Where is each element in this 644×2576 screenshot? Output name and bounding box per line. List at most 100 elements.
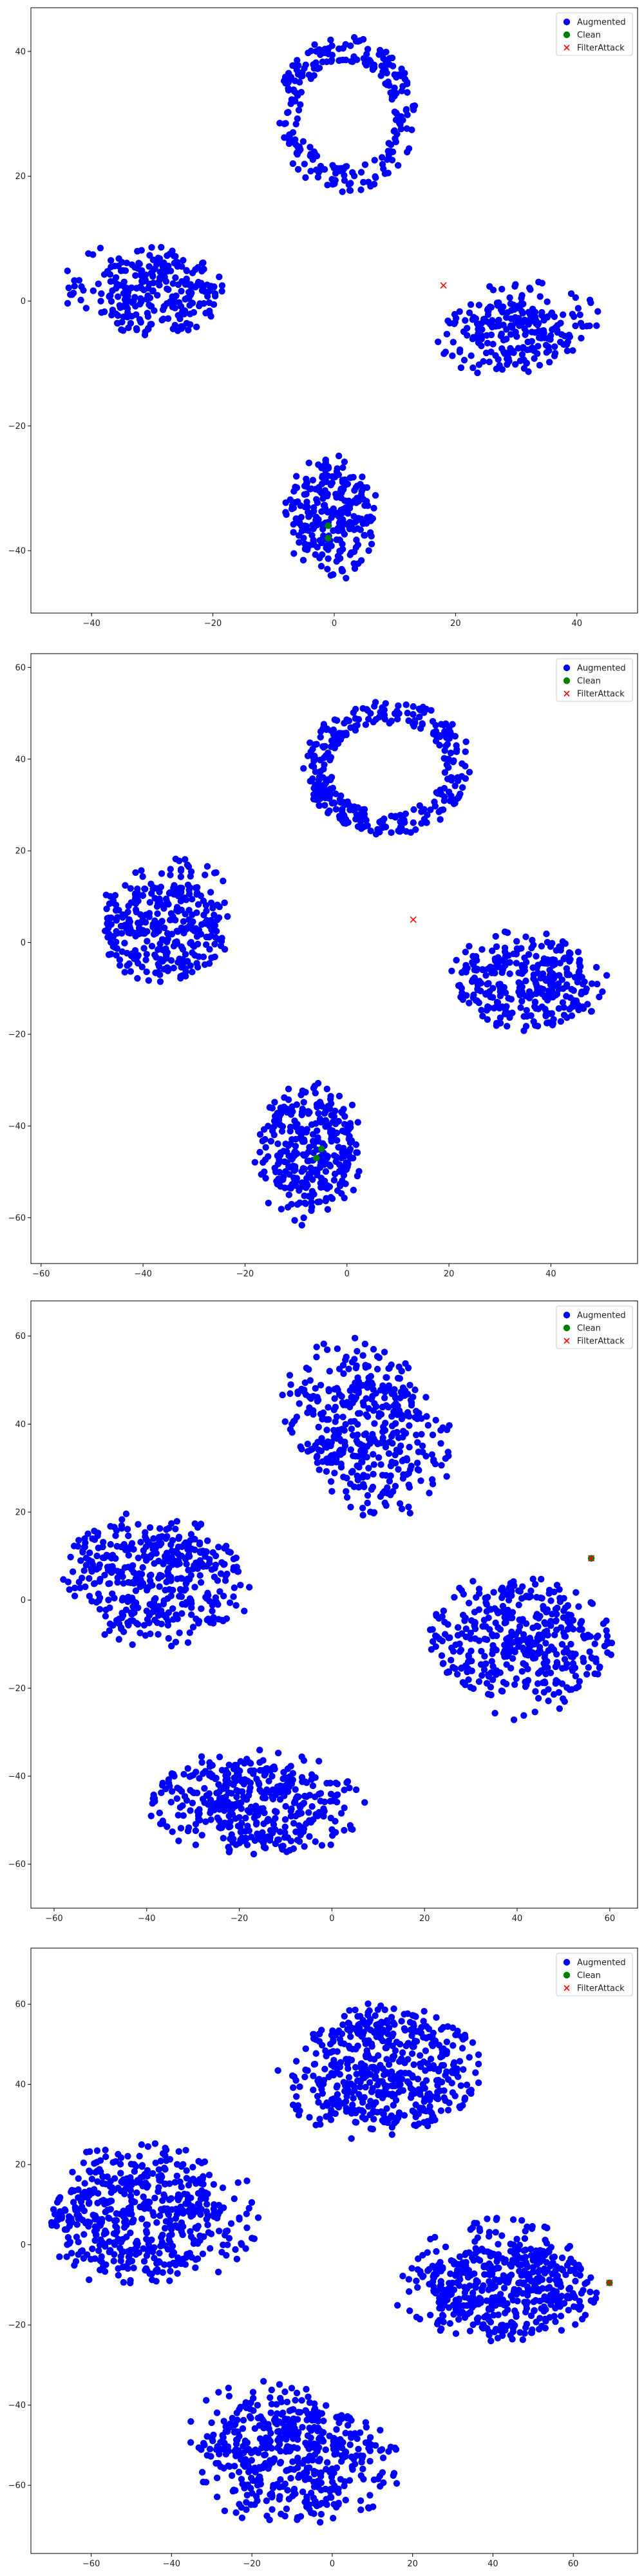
data-point: [328, 1452, 336, 1459]
data-point: [505, 952, 512, 959]
data-point: [307, 1446, 314, 1454]
data-point: [489, 947, 496, 954]
data-point: [285, 85, 292, 92]
data-point: [77, 2198, 85, 2205]
data-point: [489, 1676, 497, 1683]
data-point: [282, 1141, 289, 1148]
data-point: [556, 1705, 564, 1712]
data-point: [537, 985, 545, 992]
data-point: [389, 2083, 396, 2090]
data-point: [160, 1611, 167, 1619]
data-point: [212, 1552, 220, 1560]
data-point: [346, 551, 354, 558]
data-point: [180, 929, 187, 937]
data-point: [402, 106, 410, 113]
data-point: [86, 2276, 93, 2284]
data-point: [188, 896, 196, 903]
data-point: [509, 1655, 516, 1662]
data-point: [148, 321, 155, 328]
data-point: [196, 281, 203, 289]
data-point: [115, 907, 122, 914]
data-point: [326, 1368, 334, 1375]
data-point: [290, 1820, 298, 1827]
data-point: [361, 532, 368, 539]
data-point: [507, 331, 515, 338]
data-point: [310, 1149, 317, 1157]
data-point: [462, 1633, 469, 1641]
data-point: [414, 2076, 422, 2083]
data-point: [399, 1434, 406, 1441]
data-point: [160, 965, 168, 973]
data-point: [592, 963, 600, 971]
data-point: [405, 145, 413, 152]
data-point: [468, 1667, 475, 1674]
data-point: [527, 1012, 535, 1019]
data-point: [367, 2125, 374, 2132]
data-point: [567, 956, 574, 963]
data-point: [361, 1340, 369, 1348]
data-point: [328, 1459, 336, 1466]
data-point: [463, 325, 471, 332]
data-point: [487, 963, 494, 971]
data-point: [415, 1410, 422, 1417]
data-point: [489, 1663, 497, 1670]
data-point: [137, 301, 144, 308]
data-point: [140, 1622, 148, 1629]
data-point: [277, 1149, 284, 1157]
data-point: [193, 1615, 200, 1623]
data-point: [328, 1439, 336, 1446]
data-point: [301, 64, 308, 72]
data-point: [383, 1374, 390, 1381]
data-point: [551, 350, 559, 357]
data-point: [207, 1619, 214, 1626]
data-point: [190, 308, 198, 316]
data-point: [241, 1607, 248, 1615]
data-point: [166, 965, 173, 973]
data-point: [184, 958, 191, 965]
data-point: [331, 1170, 339, 1178]
data-point: [204, 863, 211, 870]
data-point: [310, 1407, 317, 1414]
data-point: [556, 1586, 563, 1593]
data-point: [319, 2090, 327, 2097]
data-point: [357, 186, 365, 193]
data-point: [440, 2087, 448, 2094]
data-point: [289, 2101, 297, 2108]
data-point: [415, 2120, 422, 2127]
data-point: [288, 1200, 295, 1208]
data-point: [385, 1450, 393, 1457]
data-point: [459, 2045, 466, 2052]
data-point: [392, 1482, 399, 1490]
data-point: [246, 1809, 253, 1816]
data-point: [216, 1588, 223, 1595]
data-point: [309, 156, 317, 164]
data-point: [371, 703, 378, 710]
data-point: [380, 2026, 387, 2034]
data-point: [325, 522, 332, 529]
data-point: [162, 278, 170, 285]
data-point: [132, 272, 139, 279]
data-point: [251, 1837, 259, 1844]
data-point: [185, 886, 193, 894]
data-point: [140, 945, 147, 952]
data-point: [327, 2116, 335, 2123]
data-point: [124, 1526, 131, 1533]
data-point: [278, 1206, 285, 1213]
data-point: [314, 544, 321, 551]
data-point: [346, 187, 354, 194]
data-point: [329, 1118, 337, 1126]
data-point: [488, 1691, 495, 1699]
data-point: [109, 1590, 116, 1597]
x-tick-label: 20: [444, 1269, 455, 1279]
data-point: [489, 985, 497, 992]
data-point: [314, 1127, 321, 1135]
data-point: [294, 1201, 301, 1208]
data-point: [415, 1448, 422, 1455]
data-point: [309, 477, 317, 484]
data-point: [108, 921, 115, 928]
data-point: [113, 280, 120, 288]
data-point: [328, 1832, 336, 1839]
data-point: [389, 2053, 397, 2061]
legend-label: FilterAttack: [577, 44, 625, 53]
data-point: [70, 1542, 78, 1549]
